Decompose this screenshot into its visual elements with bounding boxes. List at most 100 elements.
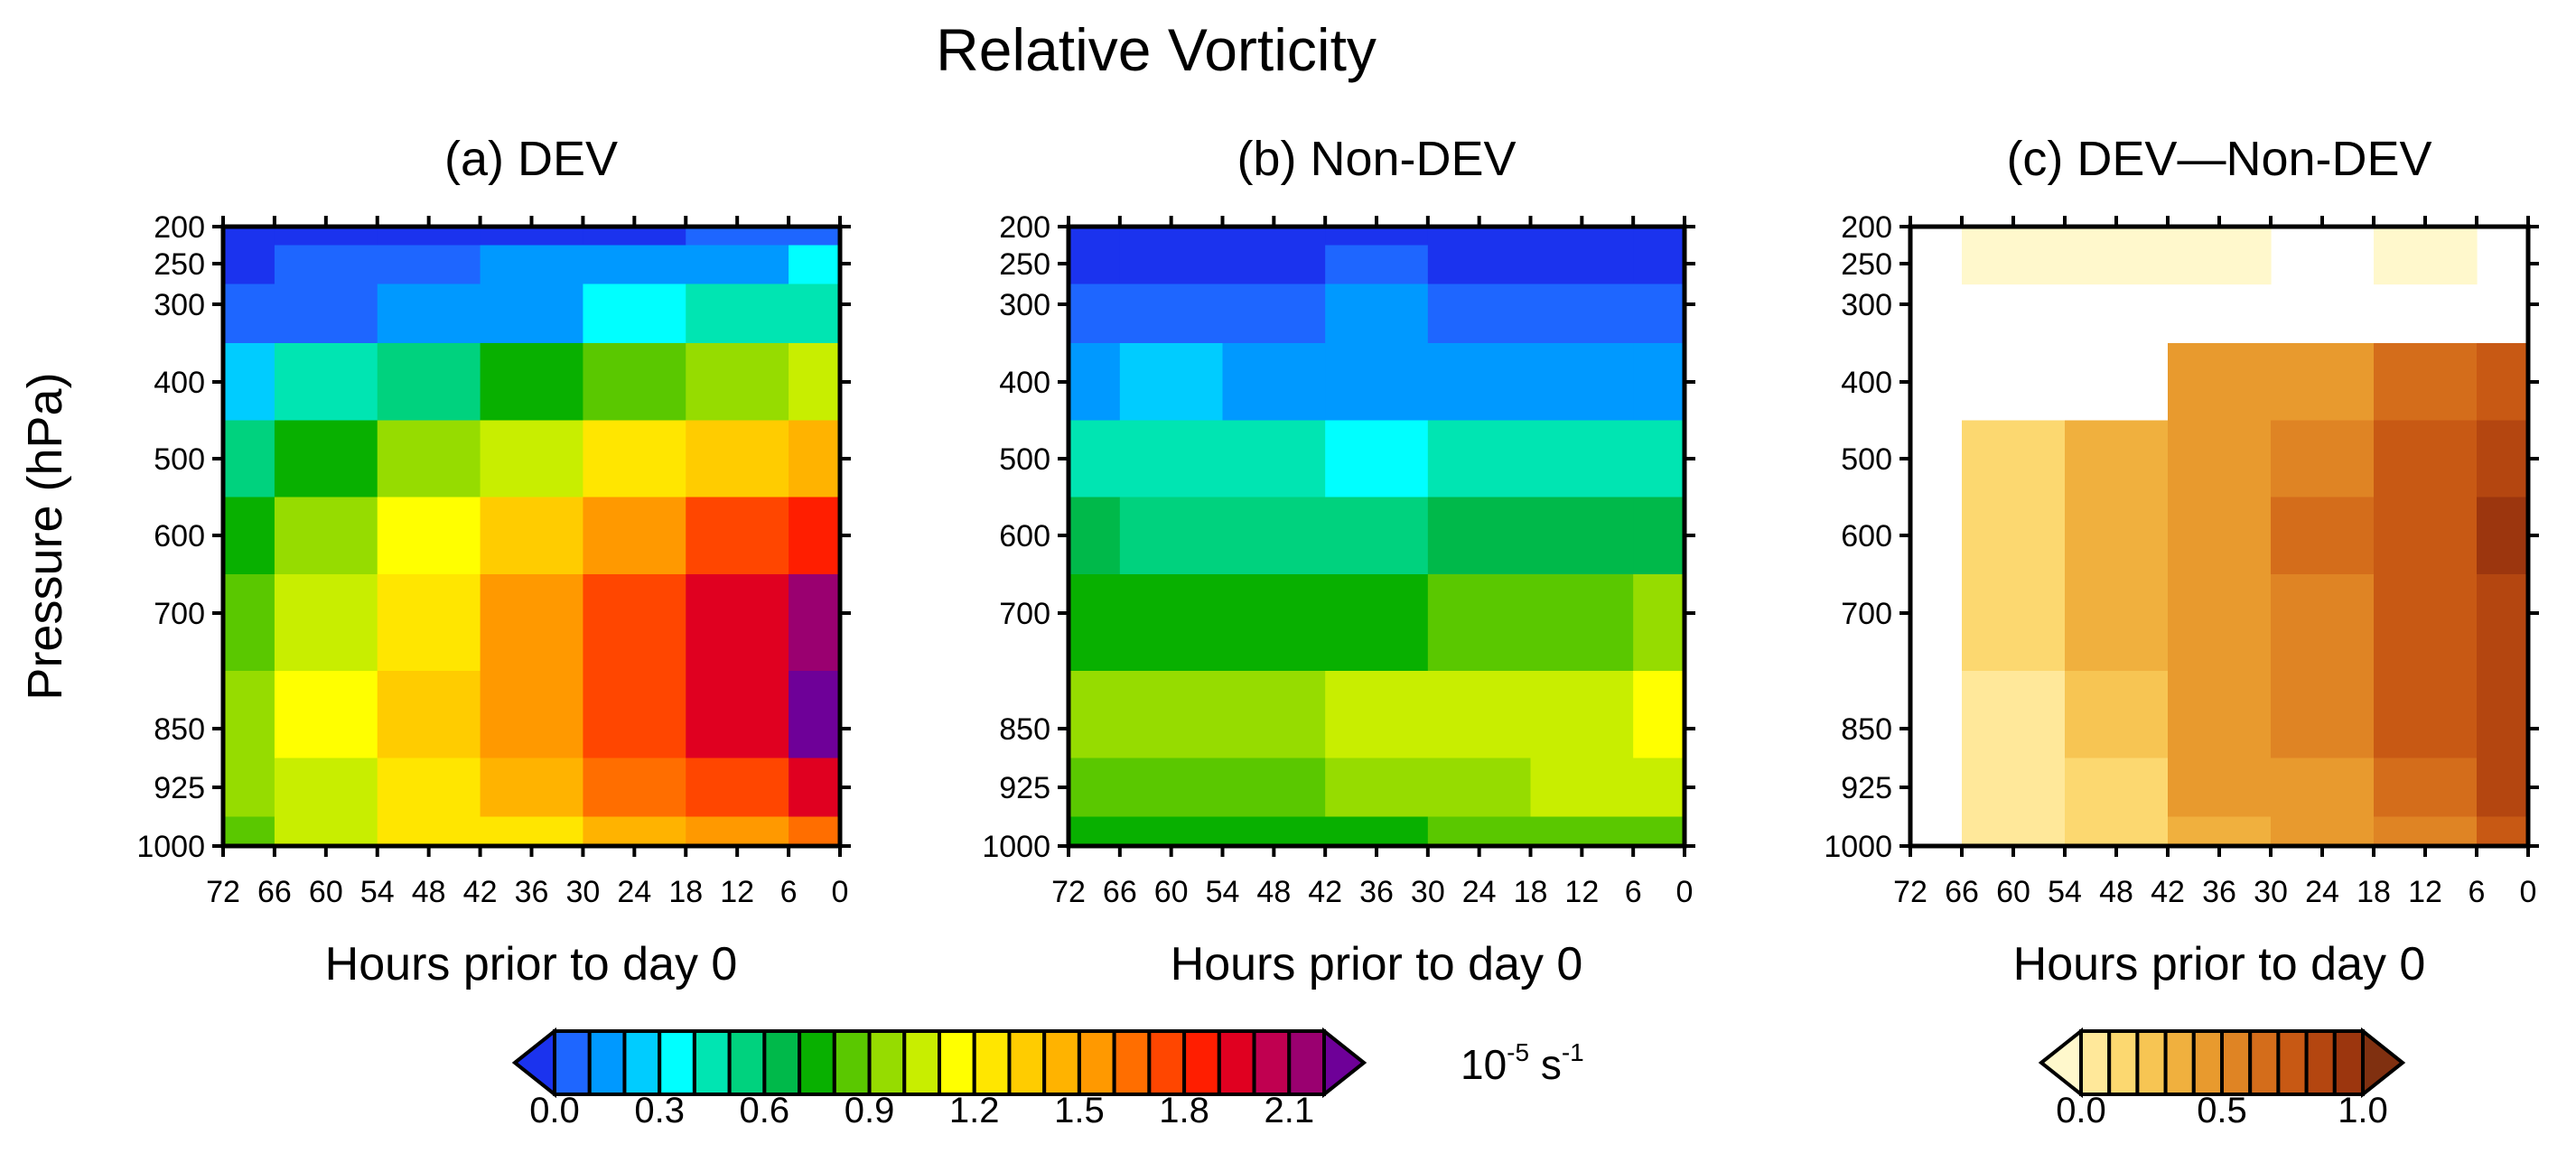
x-tick-label: 72	[1893, 875, 1927, 909]
colorbar-swatch	[1217, 1029, 1256, 1096]
x-tick-label: 30	[2254, 875, 2288, 909]
units-exp2: -1	[1562, 1038, 1584, 1066]
heatmap-cell	[2271, 343, 2375, 422]
y-tick-label: 200	[1841, 210, 1892, 245]
heatmap-cell	[1069, 497, 1121, 575]
heatmap-cell	[2374, 227, 2478, 246]
heatmap-cell	[1427, 245, 1532, 285]
x-tick-label: 72	[206, 875, 240, 909]
heatmap-cell	[2065, 245, 2169, 285]
heatmap-cell	[1119, 227, 1224, 246]
heatmap-cell	[2374, 497, 2478, 575]
heatmap-cell	[1633, 420, 1685, 498]
heatmap-cell	[1222, 420, 1326, 498]
heatmap-cell	[1962, 758, 2066, 818]
colorbar-tick-label: 0.5	[2197, 1091, 2247, 1130]
heatmap-cell	[2168, 497, 2272, 575]
x-tick-label: 18	[1514, 875, 1548, 909]
heatmap-cell	[583, 758, 686, 818]
colorbar-swatch	[1042, 1029, 1081, 1096]
colorbar-swatch	[692, 1029, 732, 1096]
heatmap-cell	[480, 227, 584, 246]
x-tick-label: 36	[1359, 875, 1394, 909]
panel-a-cells	[223, 227, 840, 846]
colorbar-tick-label: 0.0	[529, 1091, 580, 1130]
heatmap-cell	[1530, 816, 1634, 846]
y-tick-label: 600	[154, 519, 205, 553]
x-tick-label: 66	[1945, 875, 1979, 909]
heatmap-cell	[1069, 227, 1121, 246]
heatmap-cell	[789, 497, 840, 575]
heatmap-cell	[2168, 816, 2272, 846]
heatmap-cell	[1633, 758, 1685, 818]
colorbar-swatch	[658, 1029, 696, 1096]
heatmap-cell	[686, 758, 789, 818]
heatmap-cell	[2374, 420, 2478, 498]
heatmap-cell	[1633, 343, 1685, 422]
x-tick-label: 6	[1625, 875, 1642, 909]
colorbar-swatch	[832, 1029, 872, 1096]
y-tick-label: 1000	[1824, 830, 1892, 864]
heatmap-cell	[1069, 816, 1121, 846]
heatmap-cell	[480, 816, 584, 846]
colorbar-swatch	[553, 1029, 592, 1096]
heatmap-cell	[223, 816, 275, 846]
x-tick-label: 12	[2408, 875, 2442, 909]
x-tick-label: 6	[780, 875, 798, 909]
x-tick-label: 36	[515, 875, 549, 909]
heatmap-cell	[377, 245, 481, 285]
heatmap-cell	[2065, 227, 2169, 246]
heatmap-cell	[1069, 284, 1121, 344]
heatmap-cell	[2168, 420, 2272, 498]
panel-a-ticks: 72 66 60 54 48 42 36 30 24 18 12 6 02002503004005006…	[136, 210, 851, 909]
heatmap-cell	[1069, 671, 1121, 759]
heatmap-cell	[1962, 497, 2066, 575]
x-tick-label: 66	[1103, 875, 1137, 909]
colorbar-tick-label: 0.9	[845, 1091, 895, 1130]
x-tick-label: 54	[1206, 875, 1240, 909]
colorbar-main: 0.0 0.3 0.6 0.9 1.2 1.5 1.8 2.1	[511, 1027, 1367, 1130]
heatmap-cell	[223, 227, 275, 246]
y-tick-label: 600	[999, 519, 1050, 553]
heatmap-cell	[2271, 420, 2375, 498]
heatmap-cell	[274, 816, 378, 846]
heatmap-cell	[480, 420, 584, 498]
y-tick-label: 300	[154, 288, 205, 322]
x-tick-label: 0	[832, 875, 849, 909]
colorbar-low-triangle	[511, 1027, 556, 1099]
heatmap-cell	[789, 758, 840, 818]
heatmap-cell	[686, 816, 789, 846]
x-tick-label: 30	[1411, 875, 1445, 909]
heatmap-cell	[377, 284, 481, 344]
heatmap-cell	[2065, 497, 2169, 575]
x-tick-label: 48	[2099, 875, 2133, 909]
heatmap-cell	[480, 758, 584, 818]
x-tick-label: 18	[668, 875, 703, 909]
heatmap-cell	[686, 671, 789, 759]
heatmap-cell	[377, 758, 481, 818]
heatmap-cell	[2065, 671, 2169, 759]
heatmap-cell	[789, 574, 840, 672]
heatmap-cell	[1633, 245, 1685, 285]
heatmap-cell	[223, 245, 275, 285]
heatmap-cell	[789, 245, 840, 285]
heatmap-cell	[2374, 245, 2478, 285]
panel-c-ticks: 72 66 60 54 48 42 36 30 24 18 12 6 02002503004005006…	[1824, 210, 2539, 909]
panel-a-xlabel: Hours prior to day 0	[325, 938, 738, 990]
colorbar-tick-label: 1.5	[1054, 1091, 1105, 1130]
x-tick-label: 42	[2151, 875, 2185, 909]
heatmap-cell	[583, 816, 686, 846]
heatmap-cell	[1119, 758, 1224, 818]
heatmap-cell	[377, 816, 481, 846]
heatmap-cell	[377, 497, 481, 575]
heatmap-cell	[274, 284, 378, 344]
heatmap-cell	[1222, 758, 1326, 818]
heatmap-cell	[223, 343, 275, 422]
heatmap-cell	[686, 245, 789, 285]
heatmap-cell	[1530, 227, 1634, 246]
panel-b: (b) Non-DEV 72 66 60 54 48 42 36 30 24 18 12 6 02002…	[982, 132, 1695, 990]
colorbar-tick-label: 2.1	[1264, 1091, 1314, 1130]
heatmap-cell	[1325, 420, 1429, 498]
heatmap-cell	[480, 574, 584, 672]
heatmap-cell	[223, 420, 275, 498]
